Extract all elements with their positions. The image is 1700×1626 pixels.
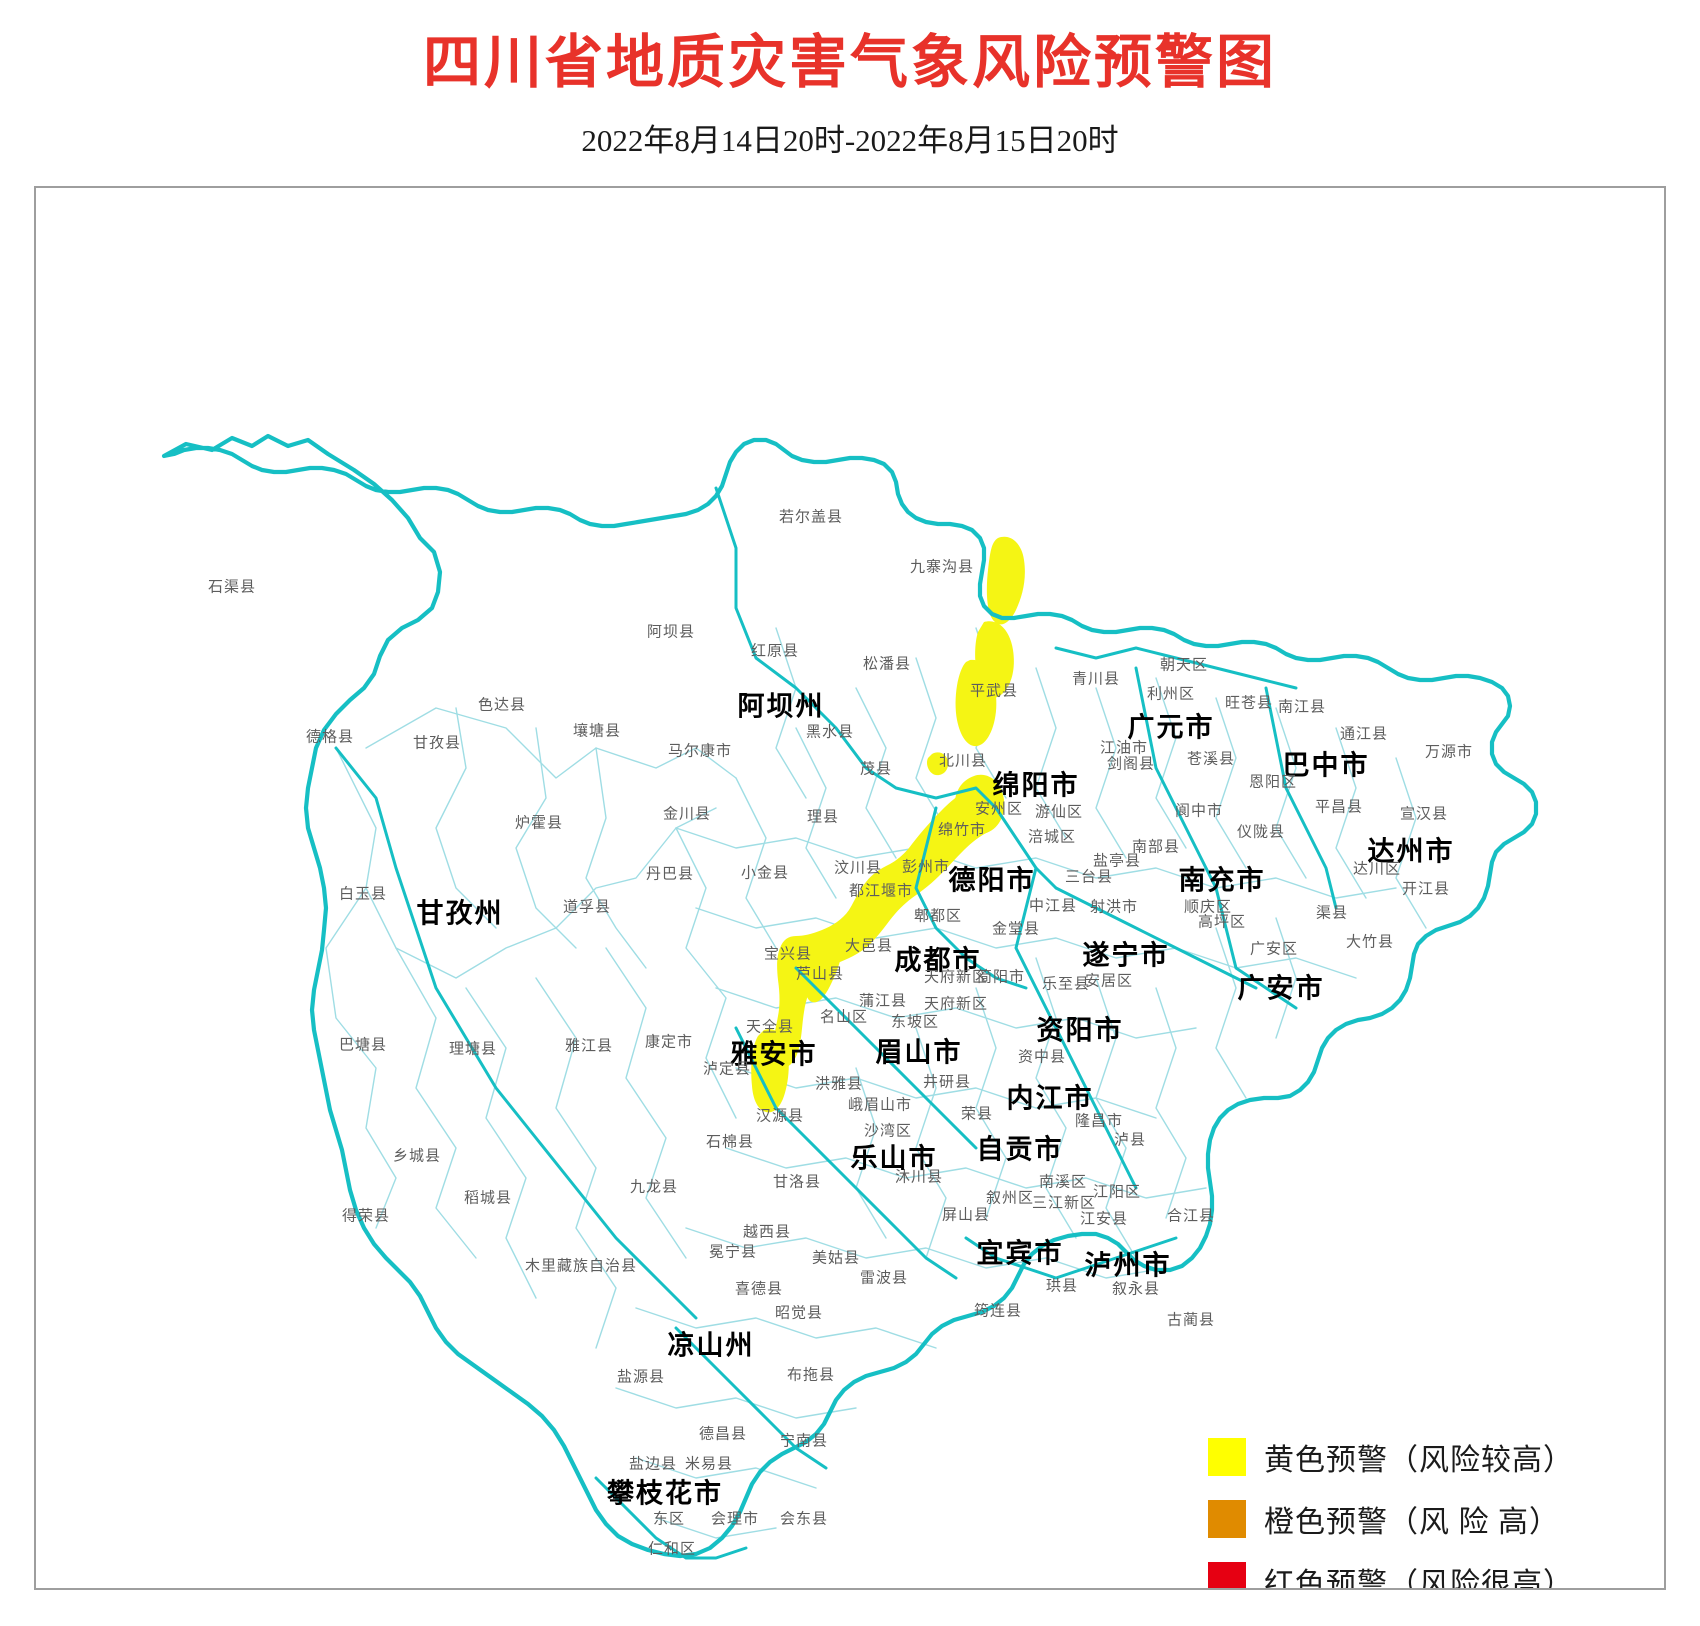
legend-label-orange: 橙色预警（风 险 高） — [1264, 1506, 1560, 1539]
legend-item-orange: 橙色预警（风 险 高） — [1208, 1488, 1574, 1550]
page-title: 四川省地质灾害气象风险预警图 — [422, 30, 1277, 95]
map-frame[interactable]: 阿坝州 甘孜州 绵阳市 广元市 巴中市 达州市 南充市 德阳市 成都市 遂宁市 … — [34, 186, 1666, 1590]
legend-item-red: 红色预警（风险很高） — [1208, 1550, 1574, 1590]
county-boundaries — [325, 627, 1427, 1539]
legend-item-yellow: 黄色预警（风险较高） — [1208, 1426, 1574, 1488]
legend-label-yellow: 黄色预警（风险较高） — [1264, 1444, 1574, 1477]
warning-zone-beichuan-spot — [926, 752, 949, 776]
map-header: 四川省地质灾害气象风险预警图 2022年8月14日20时-2022年8月15日2… — [0, 0, 1700, 160]
warning-zone-jiuzhaigou — [986, 536, 1025, 625]
province-boundary — [161, 433, 1539, 1559]
sichuan-map-svg[interactable] — [36, 188, 1664, 1588]
legend-swatch-yellow — [1208, 1438, 1246, 1476]
page-subtitle: 2022年8月14日20时-2022年8月15日20时 — [581, 122, 1119, 158]
warning-zone-yaan — [751, 1029, 789, 1113]
warning-zone-pingwu-south — [955, 659, 997, 747]
warning-zone-main-band — [771, 788, 999, 1068]
legend-swatch-orange — [1208, 1500, 1246, 1538]
warning-zones-yellow — [751, 536, 1025, 1113]
legend: 黄色预警（风险较高） 橙色预警（风 险 高） 红色预警（风险很高） — [1208, 1426, 1574, 1590]
legend-swatch-red — [1208, 1562, 1246, 1588]
legend-label-red: 红色预警（风险很高） — [1264, 1568, 1574, 1590]
prefecture-boundaries — [334, 486, 1338, 1560]
